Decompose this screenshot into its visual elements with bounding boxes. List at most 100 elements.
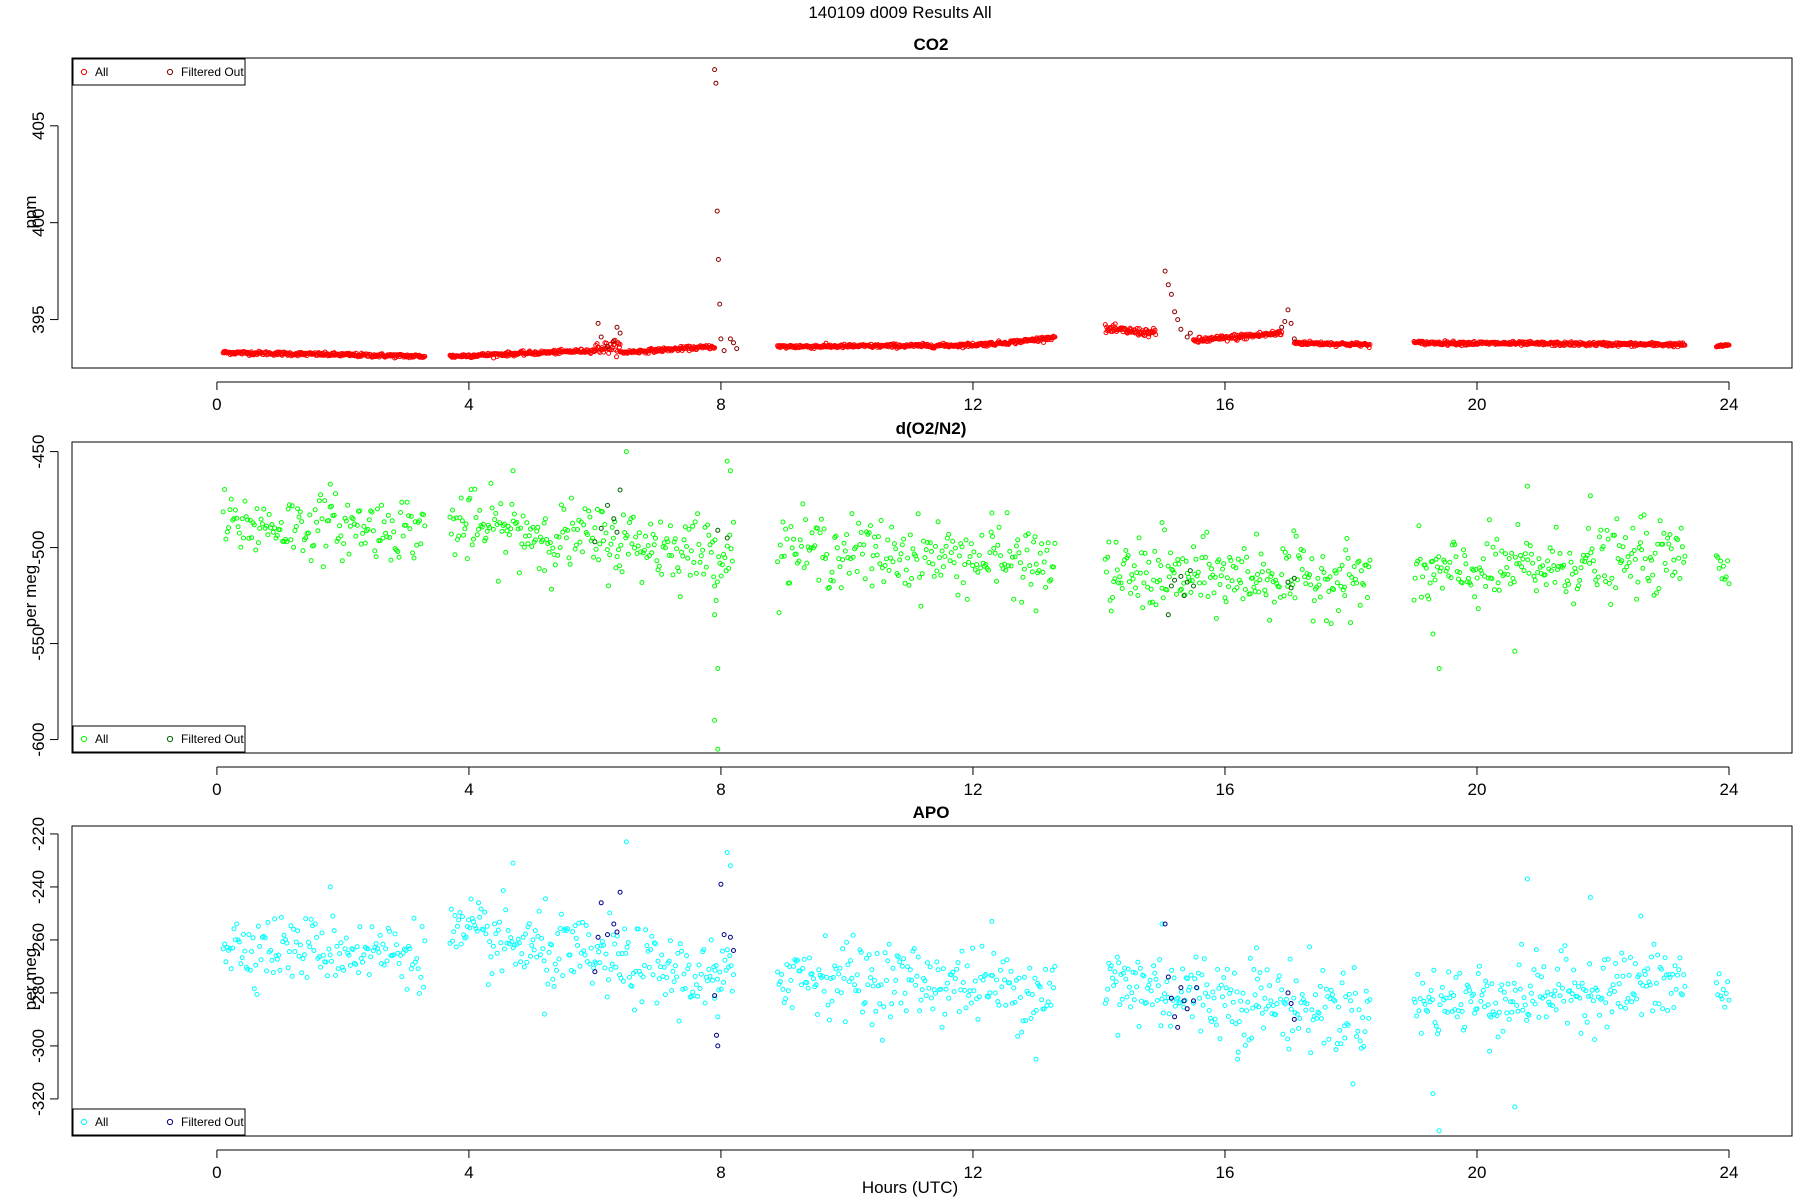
data-point <box>1235 1056 1241 1062</box>
data-point <box>1178 989 1184 995</box>
filtered-point <box>727 336 733 342</box>
data-point <box>395 549 401 554</box>
data-point <box>886 567 892 573</box>
data-point <box>817 530 823 536</box>
data-point <box>1107 966 1113 972</box>
data-point <box>1512 554 1518 560</box>
data-point <box>1315 1009 1321 1015</box>
data-point <box>624 944 630 950</box>
data-point <box>541 520 547 526</box>
data-point <box>1348 998 1353 1004</box>
data-point <box>690 523 696 529</box>
data-point <box>731 519 736 525</box>
data-point <box>399 974 405 980</box>
data-point <box>853 988 859 994</box>
data-point <box>1608 602 1614 607</box>
data-point <box>716 987 722 993</box>
data-point <box>1007 548 1013 554</box>
data-point <box>1605 536 1611 542</box>
data-point <box>783 996 789 1002</box>
data-point <box>314 519 320 525</box>
data-point <box>1551 563 1557 569</box>
data-point <box>1676 967 1682 973</box>
data-point <box>238 961 244 967</box>
data-point <box>584 959 590 965</box>
data-point <box>342 515 348 521</box>
data-point <box>1412 999 1418 1005</box>
data-point <box>558 911 564 917</box>
data-point <box>326 946 332 952</box>
data-point <box>674 974 680 980</box>
data-point <box>887 555 893 561</box>
data-point <box>393 547 399 553</box>
data-point <box>1203 990 1208 996</box>
y-tick-label: -500 <box>29 531 48 565</box>
data-point <box>331 928 337 934</box>
data-point <box>519 541 525 547</box>
data-point <box>572 546 578 552</box>
data-point <box>629 541 635 547</box>
data-point <box>1037 984 1043 990</box>
data-point <box>1009 554 1015 560</box>
data-point <box>799 543 804 549</box>
filtered-point <box>605 932 610 938</box>
data-point <box>1600 544 1606 550</box>
data-point <box>398 510 403 515</box>
data-point <box>391 952 397 958</box>
data-point <box>1500 1028 1506 1034</box>
data-point <box>776 610 782 616</box>
data-point <box>1367 342 1373 347</box>
data-point <box>311 543 317 548</box>
data-point <box>791 536 797 542</box>
data-point <box>1287 956 1293 962</box>
data-point <box>227 507 233 513</box>
data-point <box>849 511 855 517</box>
data-point <box>277 527 283 533</box>
data-point <box>253 962 259 968</box>
filtered-point <box>718 881 724 887</box>
data-point <box>1213 615 1219 621</box>
data-point <box>1604 527 1610 533</box>
data-point <box>251 986 257 992</box>
data-point <box>826 1017 832 1023</box>
data-point <box>278 520 284 525</box>
data-point <box>680 986 686 992</box>
data-point <box>986 567 991 573</box>
data-point <box>473 926 479 932</box>
data-point <box>530 524 536 530</box>
legend-label: All <box>95 65 108 79</box>
data-point <box>1180 556 1186 562</box>
data-point <box>623 449 629 455</box>
data-point <box>1131 563 1137 569</box>
data-point <box>1327 574 1333 580</box>
data-point <box>1135 593 1141 598</box>
data-point <box>510 468 516 474</box>
data-point <box>1666 541 1672 547</box>
data-point <box>223 959 229 965</box>
filtered-point <box>1279 324 1285 330</box>
data-point <box>549 942 554 948</box>
data-point <box>1357 602 1363 608</box>
data-point <box>708 549 714 555</box>
data-point <box>1432 577 1438 583</box>
data-point <box>776 981 782 987</box>
data-point <box>1545 989 1551 995</box>
data-point <box>850 932 856 938</box>
data-point <box>833 533 839 539</box>
data-point <box>453 944 459 950</box>
data-point <box>951 560 957 566</box>
data-point <box>922 555 928 561</box>
data-point <box>1465 575 1471 581</box>
data-point <box>1274 581 1280 587</box>
data-point <box>632 545 637 551</box>
data-point <box>1329 992 1335 998</box>
data-point <box>1320 554 1326 560</box>
data-point <box>1671 557 1677 563</box>
data-point <box>905 964 911 970</box>
data-point <box>1240 596 1246 602</box>
data-point <box>883 556 889 562</box>
data-point <box>666 958 672 964</box>
data-point <box>1543 582 1549 588</box>
data-point <box>403 522 409 528</box>
